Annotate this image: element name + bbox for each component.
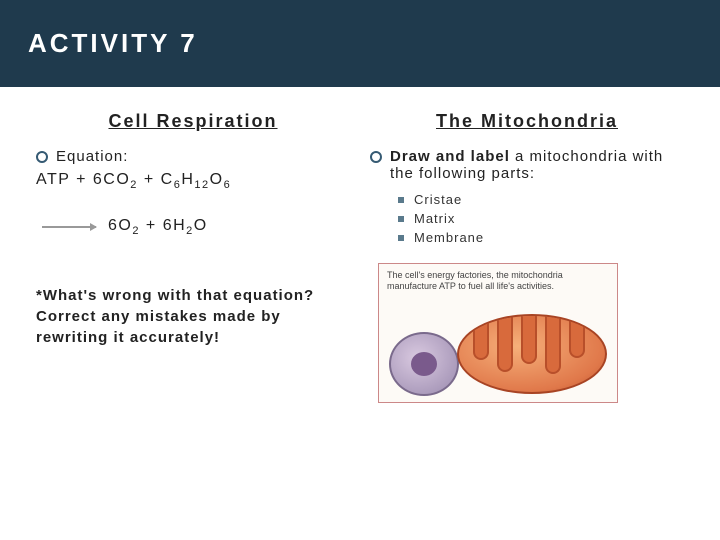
eq-sub: 6 [224,179,232,191]
eq-text: O [194,217,208,234]
part-label: Membrane [414,230,484,245]
eq-sub: 2 [130,179,138,191]
equation-label: Equation: [56,148,128,165]
square-icon [398,235,404,241]
left-column: Cell Respiration Equation: ATP + 6CO2 + … [36,111,350,403]
part-label: Cristae [414,192,462,207]
eq-text: + 6H [140,217,186,234]
eq-text: 6O [108,217,132,234]
square-icon [398,197,404,203]
eq-text: + C [138,171,174,188]
part-label: Matrix [414,211,455,226]
parts-list: Cristae Matrix Membrane [398,192,684,245]
equation-bullet: Equation: [36,148,350,165]
eq-sub: 2 [132,225,140,237]
ring-icon [36,151,48,163]
slide-header: ACTIVITY 7 [0,0,720,87]
square-icon [398,216,404,222]
eq-text: H [181,171,194,188]
crista-shape [521,316,537,364]
equation-question: *What's wrong with that equation? Correc… [36,285,350,348]
mitochondria-illustration [457,314,607,394]
cell-illustration [389,332,459,396]
slide-body: Cell Respiration Equation: ATP + 6CO2 + … [0,87,720,427]
draw-bullet: Draw and label a mitochondria with the f… [370,148,684,182]
figure-caption: The cell's energy factories, the mitocho… [387,270,609,293]
crista-shape [569,316,585,358]
eq-text: ATP + 6CO [36,171,130,188]
list-item: Membrane [398,230,684,245]
ring-icon [370,151,382,163]
nucleus-shape [411,352,437,376]
eq-sub: 2 [186,225,194,237]
arrow-icon [42,226,96,228]
equation-line-1: ATP + 6CO2 + C6H12O6 [36,171,350,191]
right-column: The Mitochondria Draw and label a mitoch… [370,111,684,403]
draw-bold: Draw and label [390,148,510,165]
eq-text: O [210,171,224,188]
mitochondria-figure: The cell's energy factories, the mitocho… [378,263,618,403]
list-item: Matrix [398,211,684,226]
left-title: Cell Respiration [36,111,350,132]
crista-shape [473,316,489,360]
crista-shape [545,316,561,374]
list-item: Cristae [398,192,684,207]
slide-title: ACTIVITY 7 [28,28,198,58]
right-title: The Mitochondria [370,111,684,132]
draw-instruction: Draw and label a mitochondria with the f… [390,148,684,182]
equation-line-2: 6O2 + 6H2O [108,217,350,237]
crista-shape [497,316,513,372]
eq-sub: 12 [194,179,209,191]
